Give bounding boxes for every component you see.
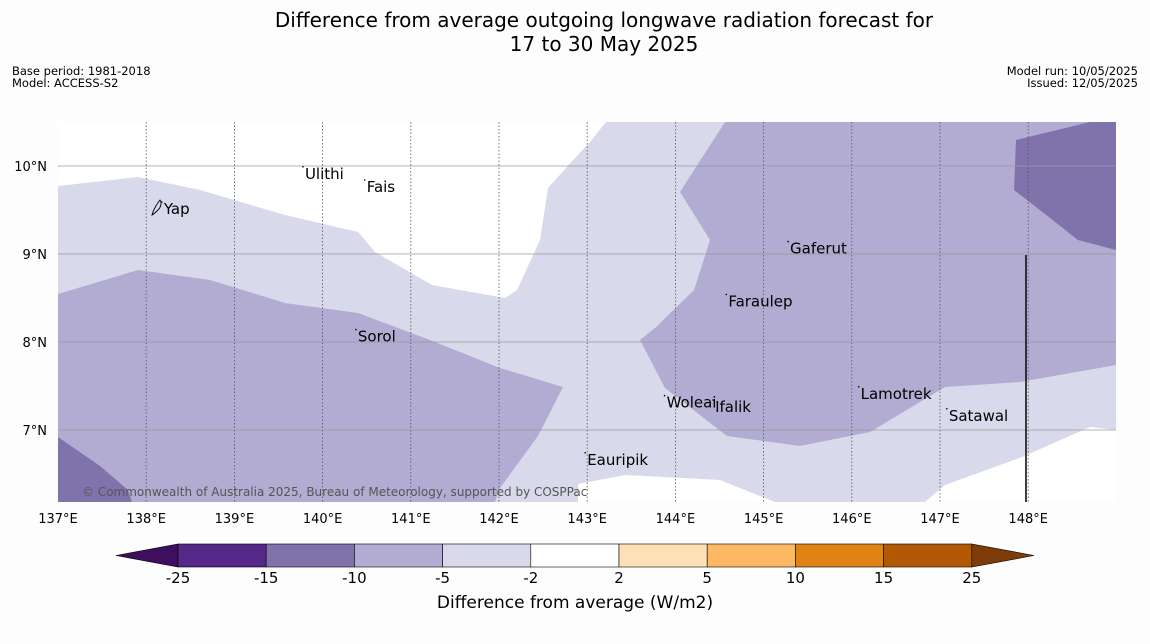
lon-tick-label: 137°E [38, 512, 78, 527]
anomaly-region-white [578, 475, 775, 502]
colorbar-tick-label: 15 [874, 569, 893, 587]
island-marker [787, 240, 789, 243]
meta-right: Model run: 10/05/2025 Issued: 12/05/2025 [1007, 65, 1138, 89]
yap-island-icon [151, 199, 162, 216]
lon-tick-label: 143°E [567, 512, 607, 527]
place-fais: Fais [363, 178, 396, 196]
island-marker [355, 328, 357, 331]
place-label: Sorol [358, 328, 396, 346]
colorbar-tick-label: 10 [786, 569, 805, 587]
title-line-2: 17 to 30 May 2025 [509, 32, 699, 56]
lon-tick-label: 139°E [215, 512, 255, 527]
island-marker [857, 386, 860, 388]
place-label: Yap [163, 200, 190, 218]
island-marker [725, 293, 728, 296]
island-marker [712, 399, 714, 401]
lon-tick-label: 146°E [832, 512, 872, 527]
place-eauripik: Eauripik [584, 451, 648, 469]
place-label: Faraulep [728, 292, 792, 310]
place-yap: Yap [161, 200, 190, 218]
lat-tick-label: 10°N [14, 160, 47, 175]
place-label: Ulithi [305, 165, 344, 183]
lon-tick-label: 145°E [744, 512, 784, 527]
place-lamotrek: Lamotrek [857, 385, 932, 403]
island-marker [946, 408, 948, 410]
colorbar-extend-low [115, 543, 179, 568]
colorbar-tick-label: 5 [702, 569, 712, 587]
title-line-1: Difference from average outgoing longwav… [274, 8, 934, 32]
island-marker [302, 166, 304, 168]
colorbar-tick-label: -15 [254, 569, 279, 587]
lon-tick-label: 141°E [391, 512, 431, 527]
island-marker [663, 394, 666, 397]
colorbar-tick-label: -25 [166, 569, 191, 587]
anomaly-region-dark [1014, 122, 1116, 250]
colorbar-segment [442, 543, 532, 568]
gridlines [58, 122, 1116, 502]
model-name: Model: ACCESS-S2 [12, 76, 119, 90]
colorbar-segment [706, 543, 796, 568]
colorbar-segment [354, 543, 443, 568]
place-label: Satawal [949, 407, 1008, 425]
place-ulithi: Ulithi [302, 165, 344, 183]
map-title: Difference from average outgoing longwav… [0, 8, 1150, 56]
colorbar-segment [618, 543, 708, 568]
place-label: Woleai [667, 394, 717, 412]
place-label: Gaferut [790, 240, 847, 258]
anomaly-region-medium [58, 270, 563, 502]
colorbar-segment [177, 543, 267, 568]
lon-tick-label: 144°E [656, 512, 696, 527]
place-satawal: Satawal [946, 407, 1008, 425]
colorbar-tick-label: -5 [435, 569, 450, 587]
colorbar-tick-label: -10 [342, 569, 367, 587]
lon-tick-label: 138°E [126, 512, 166, 527]
place-label: Lamotrek [861, 385, 932, 403]
colorbar-tick-label: -2 [523, 569, 538, 587]
lon-tick-label: 148°E [1008, 512, 1048, 527]
model-run: Model run: 10/05/2025 [1006, 64, 1138, 78]
lat-tick-label: 9°N [23, 248, 48, 263]
map-plot-area: Ulithi Fais Yap Gaferut Faraulep Sorol Lamotre… [58, 122, 1116, 502]
place-label: Fais [367, 178, 396, 196]
place-faraulep: Faraulep [725, 292, 793, 310]
issued-date: Issued: 12/05/2025 [1027, 76, 1138, 90]
place-woleai: Woleai [663, 394, 717, 412]
lat-tick-label: 7°N [23, 424, 48, 439]
place-label: Eauripik [587, 451, 648, 469]
place-ifalik: Ifalik [712, 398, 751, 416]
colorbar-segment [530, 543, 620, 568]
colorbar-segment [795, 543, 884, 568]
colorbar: -25 -15 -10 -5 -2 2 5 10 15 25 [115, 543, 1035, 587]
base-period: Base period: 1981-2018 [12, 64, 151, 78]
axis-labels: 137°E 138°E 139°E 140°E 141°E 142°E 143°E 144°E… [14, 160, 1048, 527]
colorbar-segment [265, 543, 355, 568]
island-marker [584, 452, 586, 454]
meta-left: Base period: 1981-2018 Model: ACCESS-S2 [12, 65, 151, 89]
copyright-text: © Commonwealth of Australia 2025, Bureau… [82, 485, 587, 499]
anomaly-region-medium [640, 122, 1116, 446]
colorbar-label: Difference from average (W/m2) [436, 593, 714, 613]
place-gaferut: Gaferut [787, 240, 847, 258]
colorbar-tick-label: 2 [614, 569, 624, 587]
place-label: Ifalik [715, 398, 751, 416]
lon-tick-label: 140°E [303, 512, 343, 527]
island-marker [363, 179, 366, 181]
colorbar-extend-high [971, 543, 1035, 568]
anomaly-region-dark [58, 437, 132, 502]
colorbar-tick-label: 25 [962, 569, 981, 587]
lat-tick-label: 8°N [23, 336, 48, 351]
anomaly-region-white [925, 427, 1116, 502]
colorbar-segment [883, 543, 973, 568]
lon-tick-label: 142°E [479, 512, 519, 527]
place-labels: Ulithi Fais Yap Gaferut Faraulep Sorol Lamotre… [161, 165, 1008, 469]
place-sorol: Sorol [355, 328, 396, 346]
lon-tick-label: 147°E [920, 512, 960, 527]
